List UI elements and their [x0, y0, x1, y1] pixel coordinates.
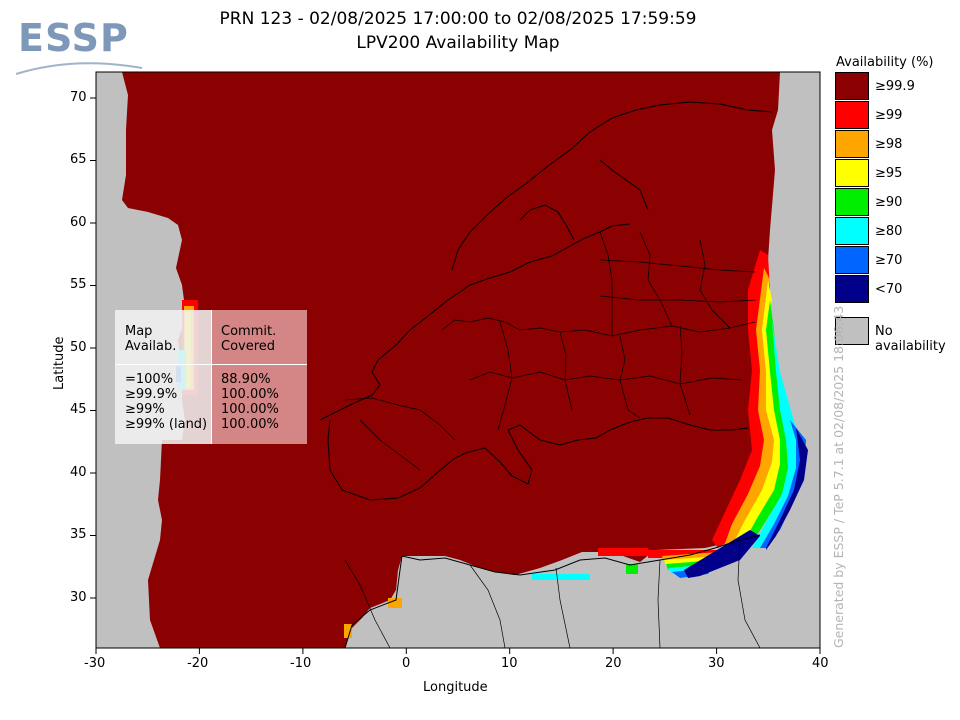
legend-label: ≥98: [875, 137, 903, 152]
legend-label: ≥70: [875, 253, 903, 268]
map-title-line1: PRN 123 - 02/08/2025 17:00:00 to 02/08/2…: [219, 9, 697, 29]
legend-swatch: [835, 188, 869, 216]
y-tick-label: 30: [70, 590, 87, 605]
x-tick-label: 10: [501, 656, 518, 671]
stats-left-column: [115, 310, 211, 444]
southern-edge-gradient: [344, 530, 760, 638]
logo-swoosh-icon: [15, 62, 143, 75]
stats-header-left: Map Availab.: [125, 324, 177, 354]
stats-rows-left: =100% ≥99.9% ≥99% ≥99% (land): [125, 372, 208, 432]
x-tick-label: 30: [708, 656, 725, 671]
y-tick-label: 70: [70, 90, 87, 105]
stats-divider-horizontal: [115, 364, 307, 365]
stats-header-right: Commit. Covered: [221, 324, 277, 354]
legend-swatch: [835, 72, 869, 100]
eastern-edge-gradient: [712, 250, 808, 550]
axis-frame: [90, 71, 821, 654]
legend-swatch: [835, 159, 869, 187]
legend-label: ≥80: [875, 224, 903, 239]
generated-by-watermark: Generated by ESSP / TeP 5.7.1 at 02/08/2…: [831, 305, 846, 648]
y-tick-label: 50: [70, 340, 87, 355]
x-tick-label: -30: [84, 656, 106, 671]
essp-logo: ESSP: [14, 12, 144, 82]
x-tick-label: -10: [290, 656, 312, 671]
legend-label: ≥95: [875, 166, 903, 181]
map-title-line2: LPV200 Availability Map: [356, 33, 560, 53]
x-tick-label: -20: [187, 656, 209, 671]
country-borders: [344, 231, 761, 649]
y-tick-label: 40: [70, 465, 87, 480]
y-tick-label: 35: [70, 527, 87, 542]
stats-rows-right: 88.90% 100.00% 100.00% 100.00%: [221, 372, 279, 432]
legend-swatch: [835, 101, 869, 129]
legend-label-no-availability: No availability: [875, 324, 946, 354]
y-tick-label: 55: [70, 277, 87, 292]
y-tick-label: 60: [70, 215, 87, 230]
y-tick-label: 45: [70, 402, 87, 417]
service-area-high-availability: [122, 72, 780, 648]
legend-swatch: [835, 217, 869, 245]
x-tick-label: 20: [605, 656, 622, 671]
stats-divider-vertical: [211, 310, 212, 444]
legend-title: Availability (%): [836, 55, 934, 70]
x-tick-label: 40: [812, 656, 829, 671]
logo-text: ESSP: [18, 16, 129, 60]
legend-swatch: [835, 246, 869, 274]
y-tick-label: 65: [70, 152, 87, 167]
x-axis-label: Longitude: [423, 680, 488, 695]
coastlines: [319, 101, 773, 649]
legend-label: ≥99: [875, 108, 903, 123]
x-tick-label: 0: [402, 656, 411, 671]
legend-label: ≥90: [875, 195, 903, 210]
legend-label: ≥99.9: [875, 79, 915, 94]
legend-label: <70: [875, 282, 903, 297]
legend-swatch-no-availability: [835, 317, 869, 345]
legend-swatch: [835, 130, 869, 158]
legend-swatch: [835, 275, 869, 303]
stats-right-column: [211, 310, 307, 444]
y-axis-label: Latitude: [52, 336, 67, 390]
availability-stats-table: Map Availab. Commit. Covered =100% ≥99.9…: [115, 310, 307, 444]
